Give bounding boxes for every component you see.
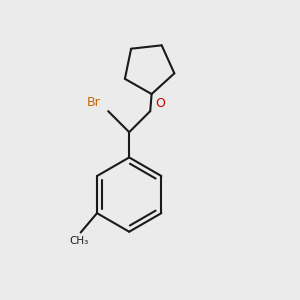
Text: Br: Br [87, 96, 101, 109]
Text: CH₃: CH₃ [70, 236, 89, 246]
Text: O: O [156, 97, 165, 110]
